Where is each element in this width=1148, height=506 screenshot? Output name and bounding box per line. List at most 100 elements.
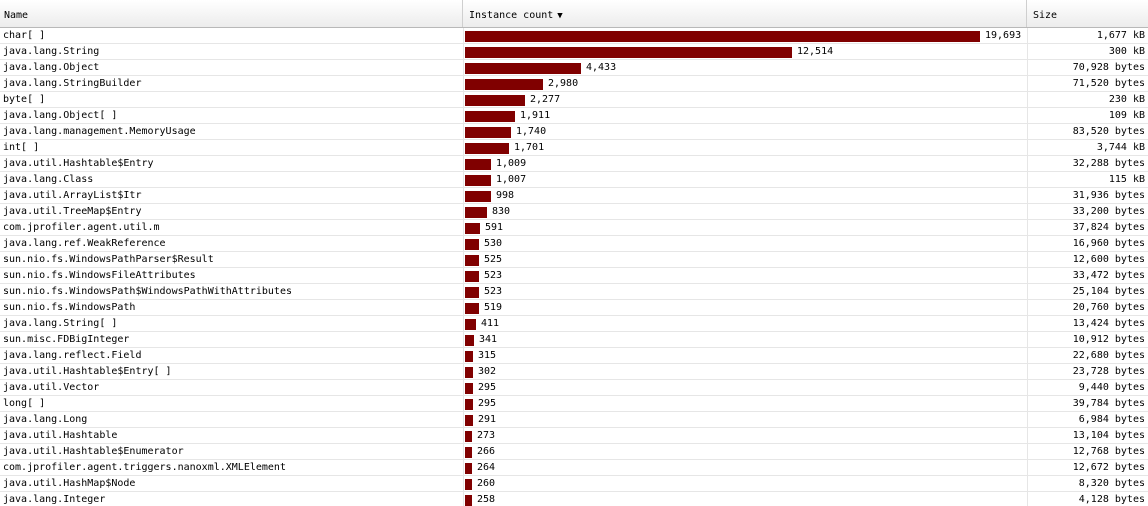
instance-count-bar [465,239,479,250]
table-row[interactable]: sun.nio.fs.WindowsPathParser$Result 525 12… [0,252,1148,268]
instance-count-value: 591 [485,222,504,233]
table-row[interactable]: java.lang.Class 1,007 115 kB [0,172,1148,188]
class-name: java.lang.Long [3,414,88,425]
instance-count-bar [465,111,515,122]
class-name: java.lang.String[ ] [3,318,118,329]
instance-count-value: 523 [484,286,503,297]
table-row[interactable]: sun.nio.fs.WindowsPath 519 20,760 bytes [0,300,1148,316]
instance-count-cell: 315 [465,348,1025,363]
table-row[interactable]: java.util.Hashtable$Enumerator 266 12,768 … [0,444,1148,460]
instance-count-value: 830 [492,206,511,217]
instance-count-bar [465,47,792,58]
size-value: 12,672 bytes [1072,462,1145,473]
size-value: 12,768 bytes [1072,446,1145,457]
instance-count-cell: 523 [465,268,1025,283]
class-name: java.util.Vector [3,382,100,393]
instance-count-bar [465,127,511,138]
table-row[interactable]: com.jprofiler.agent.triggers.nanoxml.XML… [0,460,1148,476]
instance-count-cell: 19,693 [465,28,1025,43]
instance-count-value: 295 [478,398,497,409]
class-name: java.lang.reflect.Field [3,350,142,361]
size-value: 39,784 bytes [1072,398,1145,409]
size-value: 23,728 bytes [1072,366,1145,377]
instance-count-cell: 266 [465,444,1025,459]
table-row[interactable]: java.lang.Object 4,433 70,928 bytes [0,60,1148,76]
table-row[interactable]: java.util.Hashtable$Entry[ ] 302 23,728 by… [0,364,1148,380]
instance-count-value: 315 [478,350,497,361]
table-row[interactable]: com.jprofiler.agent.util.m 591 37,824 byte… [0,220,1148,236]
table-row[interactable]: java.util.Vector 295 9,440 bytes [0,380,1148,396]
size-value: 33,472 bytes [1072,270,1145,281]
class-name: sun.misc.FDBigInteger [3,334,130,345]
size-value: 1,677 kB [1096,30,1145,41]
instance-count-cell: 1,740 [465,124,1025,139]
instance-count-cell: 411 [465,316,1025,331]
instance-count-bar [465,143,509,154]
size-value: 3,744 kB [1096,142,1145,153]
size-value: 115 kB [1108,174,1145,185]
instance-count-bar [465,479,472,490]
instance-count-bar [465,287,479,298]
size-value: 70,928 bytes [1072,62,1145,73]
table-row[interactable]: java.lang.management.MemoryUsage 1,740 83,… [0,124,1148,140]
instance-count-bar [465,351,473,362]
class-name: sun.nio.fs.WindowsFileAttributes [3,270,196,281]
table-row[interactable]: java.lang.String[ ] 411 13,424 bytes [0,316,1148,332]
size-value: 31,936 bytes [1072,190,1145,201]
instance-count-cell: 302 [465,364,1025,379]
size-value: 4,128 bytes [1078,494,1145,505]
table-row[interactable]: java.util.HashMap$Node 260 8,320 bytes [0,476,1148,492]
table-row[interactable]: long[ ] 295 39,784 bytes [0,396,1148,412]
instance-count-cell: 998 [465,188,1025,203]
table-row[interactable]: java.util.TreeMap$Entry 830 33,200 bytes [0,204,1148,220]
table-row[interactable]: java.util.Hashtable 273 13,104 bytes [0,428,1148,444]
class-name: sun.nio.fs.WindowsPath$WindowsPathWithAt… [3,286,292,297]
class-name: java.lang.String [3,46,100,57]
instance-count-bar [465,255,479,266]
column-header-instance-count[interactable]: Instance count ▼ [463,0,1027,27]
instance-count-bar [465,207,487,218]
class-name: java.util.TreeMap$Entry [3,206,142,217]
instance-count-value: 519 [484,302,503,313]
class-name: java.util.ArrayList$Itr [3,190,142,201]
size-value: 13,104 bytes [1072,430,1145,441]
instance-count-cell: 273 [465,428,1025,443]
instance-count-value: 530 [484,238,503,249]
instance-count-cell: 12,514 [465,44,1025,59]
instance-count-bar [465,79,543,90]
table-row[interactable]: byte[ ] 2,277 230 kB [0,92,1148,108]
column-header-name[interactable]: Name [0,0,463,27]
table-row[interactable]: java.lang.ref.WeakReference 530 16,960 byt… [0,236,1148,252]
table-row[interactable]: sun.nio.fs.WindowsFileAttributes 523 33,47… [0,268,1148,284]
column-header-size-label: Size [1033,10,1058,21]
table-row[interactable]: java.lang.Long 291 6,984 bytes [0,412,1148,428]
instance-count-value: 2,277 [530,94,561,105]
table-row[interactable]: java.lang.Object[ ] 1,911 109 kB [0,108,1148,124]
class-name: byte[ ] [3,94,46,105]
table-row[interactable]: java.lang.reflect.Field 315 22,680 bytes [0,348,1148,364]
table-header: Name Instance count ▼ Size [0,0,1148,28]
instance-count-value: 266 [477,446,496,457]
table-row[interactable]: java.util.ArrayList$Itr 998 31,936 bytes [0,188,1148,204]
instance-count-bar [465,191,491,202]
size-value: 32,288 bytes [1072,158,1145,169]
instance-count-value: 273 [477,430,496,441]
instance-count-value: 1,740 [516,126,547,137]
table-row[interactable]: sun.nio.fs.WindowsPath$WindowsPathWithAt… [0,284,1148,300]
table-row[interactable]: java.lang.StringBuilder 2,980 71,520 bytes [0,76,1148,92]
table-row[interactable]: char[ ] 19,693 1,677 kB [0,28,1148,44]
column-header-size[interactable]: Size [1027,0,1148,27]
table-row[interactable]: java.lang.Integer 258 4,128 bytes [0,492,1148,506]
instance-count-value: 258 [477,494,496,505]
table-row[interactable]: java.util.Hashtable$Entry 1,009 32,288 byt… [0,156,1148,172]
instance-count-bar [465,63,581,74]
table-row[interactable]: java.lang.String 12,514 300 kB [0,44,1148,60]
size-value: 33,200 bytes [1072,206,1145,217]
instance-count-value: 291 [478,414,497,425]
instance-count-bar [465,463,472,474]
size-value: 9,440 bytes [1078,382,1145,393]
table-row[interactable]: sun.misc.FDBigInteger 341 10,912 bytes [0,332,1148,348]
instance-count-cell: 1,009 [465,156,1025,171]
instance-count-value: 12,514 [797,46,834,57]
table-row[interactable]: int[ ] 1,701 3,744 kB [0,140,1148,156]
